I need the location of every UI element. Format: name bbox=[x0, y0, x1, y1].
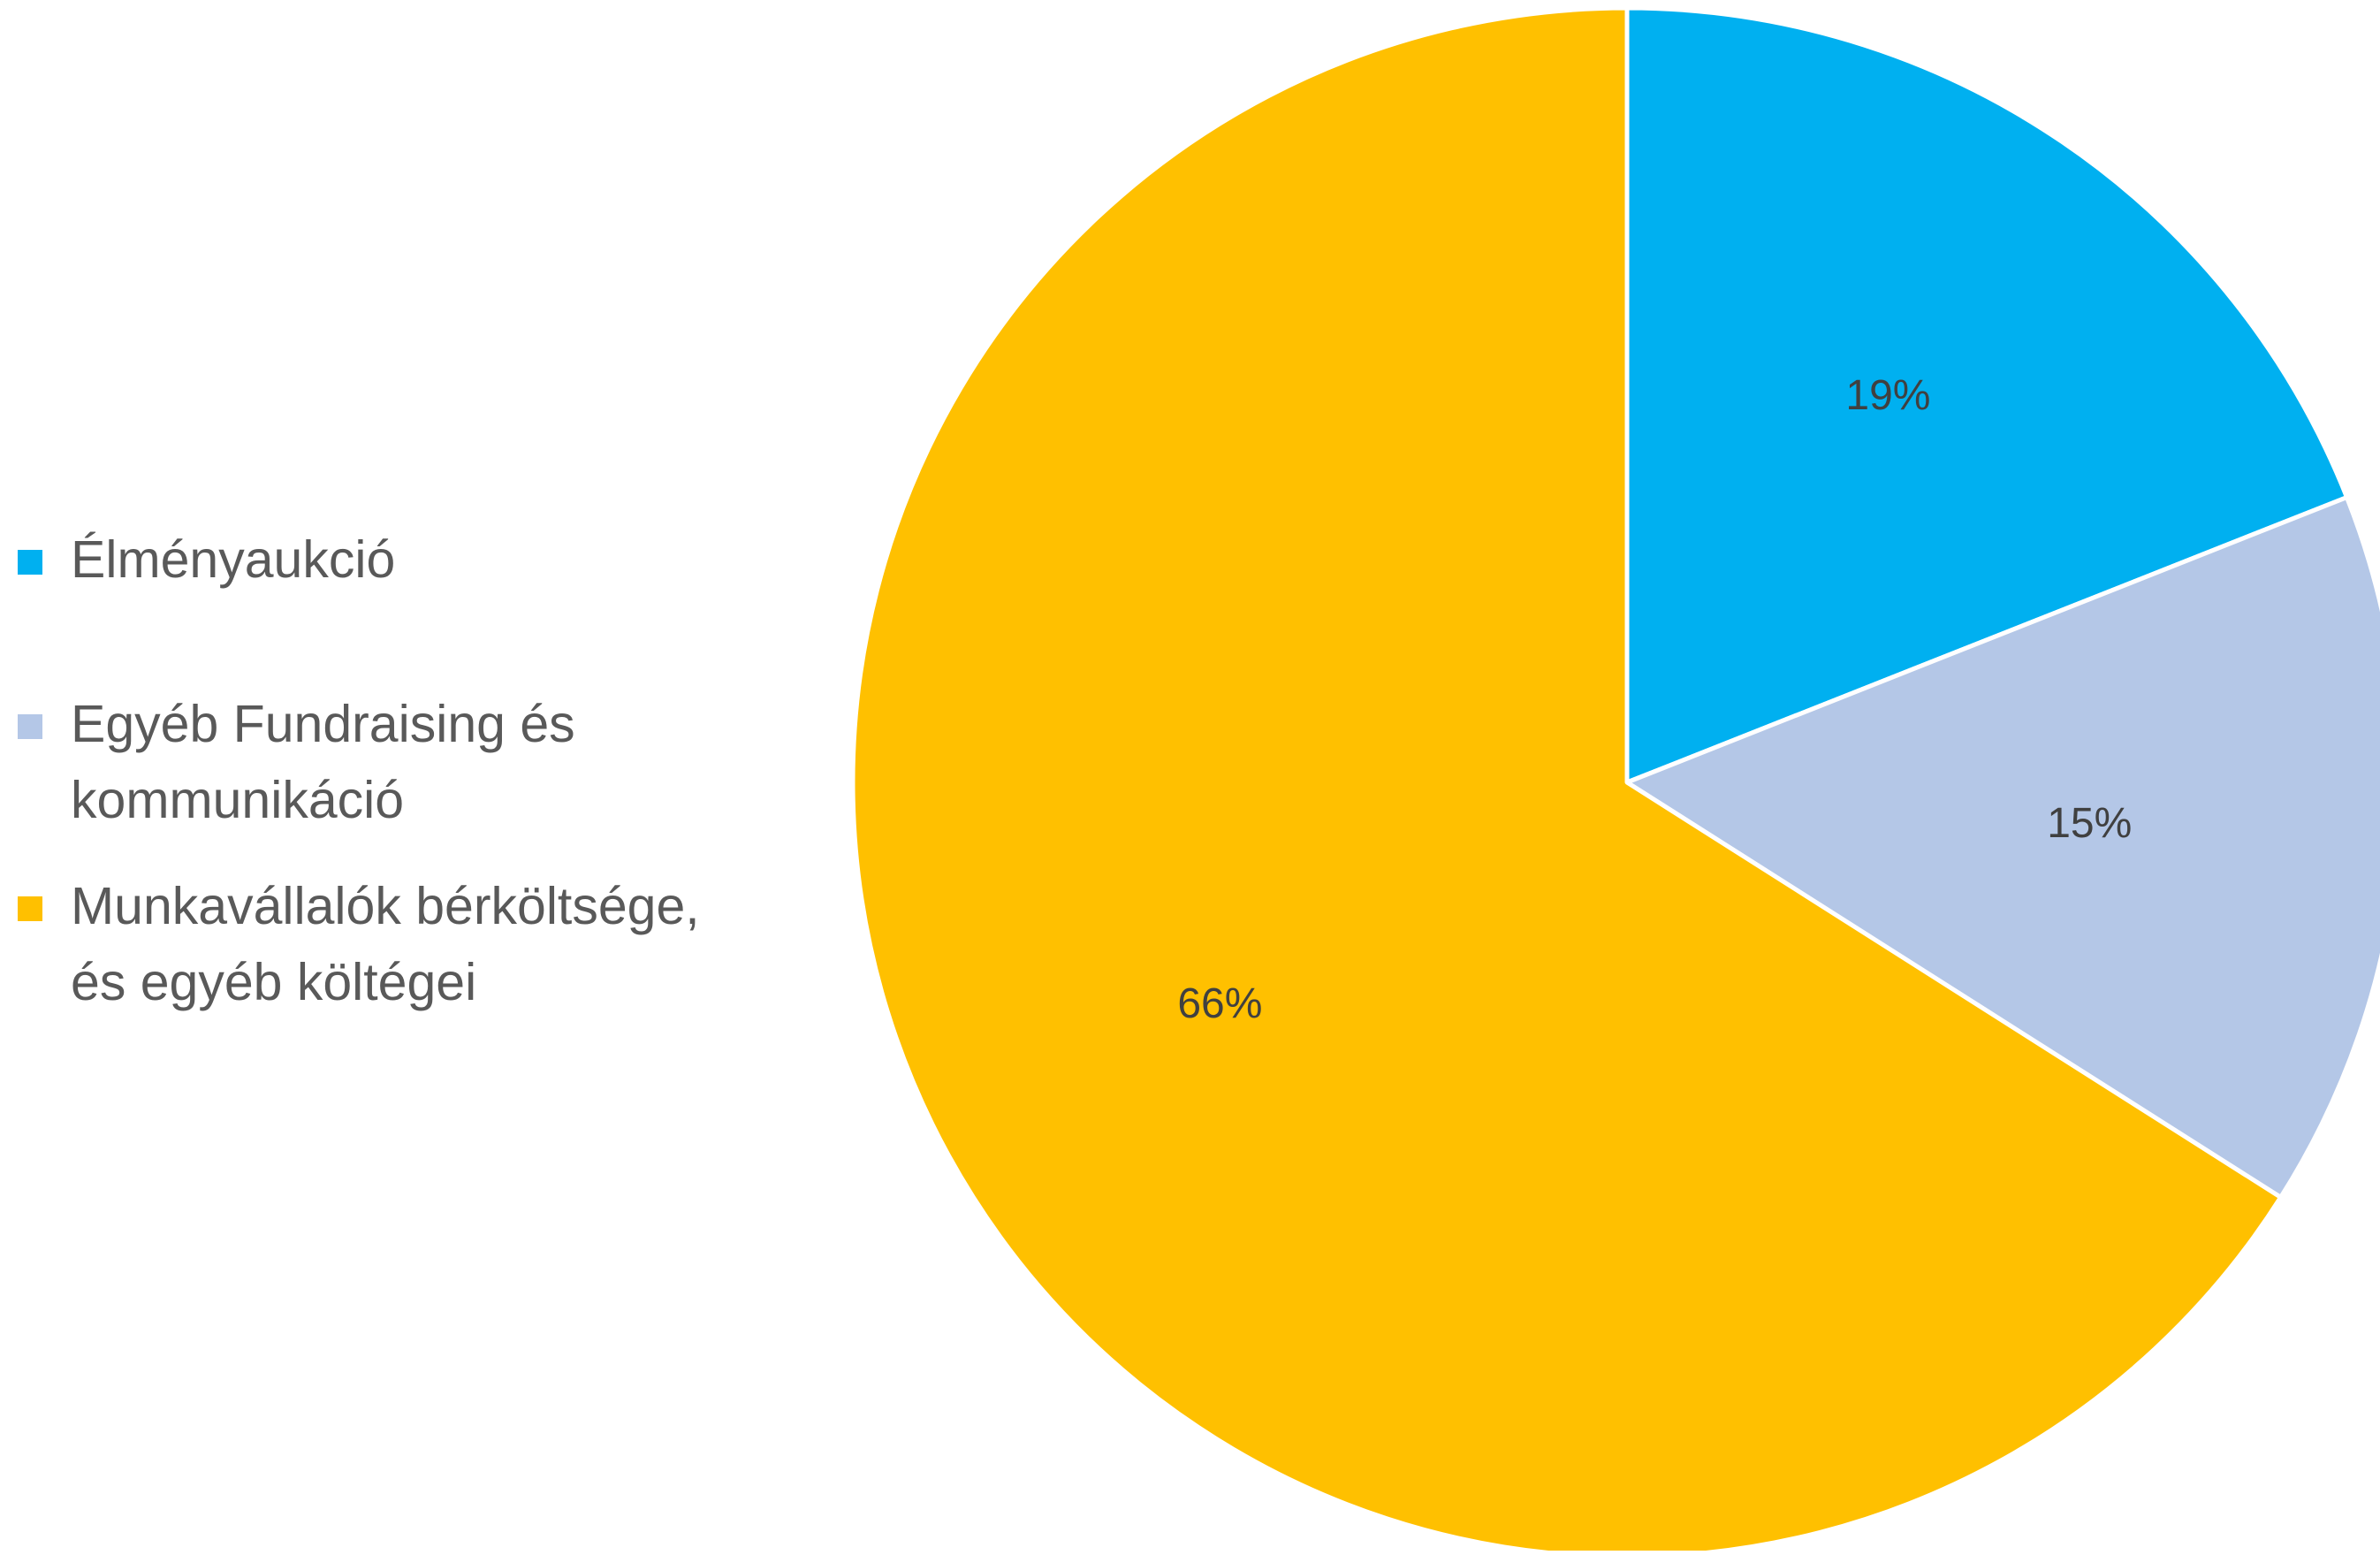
data-label-elmenyaukcio: 19% bbox=[1845, 372, 1930, 419]
legend-label-line: kommunikáció bbox=[71, 771, 405, 829]
legend-item-elmenyaukcio: Élményaukció bbox=[18, 522, 813, 598]
chart-legend: Élményaukció Egyéb Fundraising és kommun… bbox=[18, 522, 813, 1020]
legend-label-line: Egyéb Fundraising és bbox=[71, 695, 575, 753]
legend-item-egyeb-fundraising: Egyéb Fundraising és kommunikáció bbox=[18, 686, 813, 838]
legend-label-line: Élményaukció bbox=[71, 530, 396, 589]
legend-label-line: Munkavállalók bérköltsége, bbox=[71, 877, 700, 935]
legend-swatch-elmenyaukcio bbox=[18, 550, 42, 575]
legend-label-line: és egyéb költégei bbox=[71, 953, 477, 1011]
legend-swatch-munkavallalok bbox=[18, 896, 42, 921]
legend-item-munkavallalok: Munkavállalók bérköltsége, és egyéb költ… bbox=[18, 868, 813, 1020]
legend-swatch-egyeb-fundraising bbox=[18, 714, 42, 739]
pie-slice-egyeb-fundraising bbox=[1624, 495, 2380, 1200]
pie-slice-elmenyaukcio bbox=[1624, 5, 2349, 785]
data-label-munkavallalok: 66% bbox=[1177, 980, 1262, 1027]
pie-slice-munkavallalok bbox=[850, 5, 2284, 1555]
data-label-egyeb-fundraising: 15% bbox=[2047, 800, 2132, 847]
